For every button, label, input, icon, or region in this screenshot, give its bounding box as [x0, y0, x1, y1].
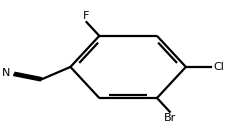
Text: Br: Br	[163, 113, 175, 123]
Text: Cl: Cl	[212, 62, 223, 72]
Text: F: F	[83, 11, 89, 21]
Text: N: N	[2, 68, 10, 78]
